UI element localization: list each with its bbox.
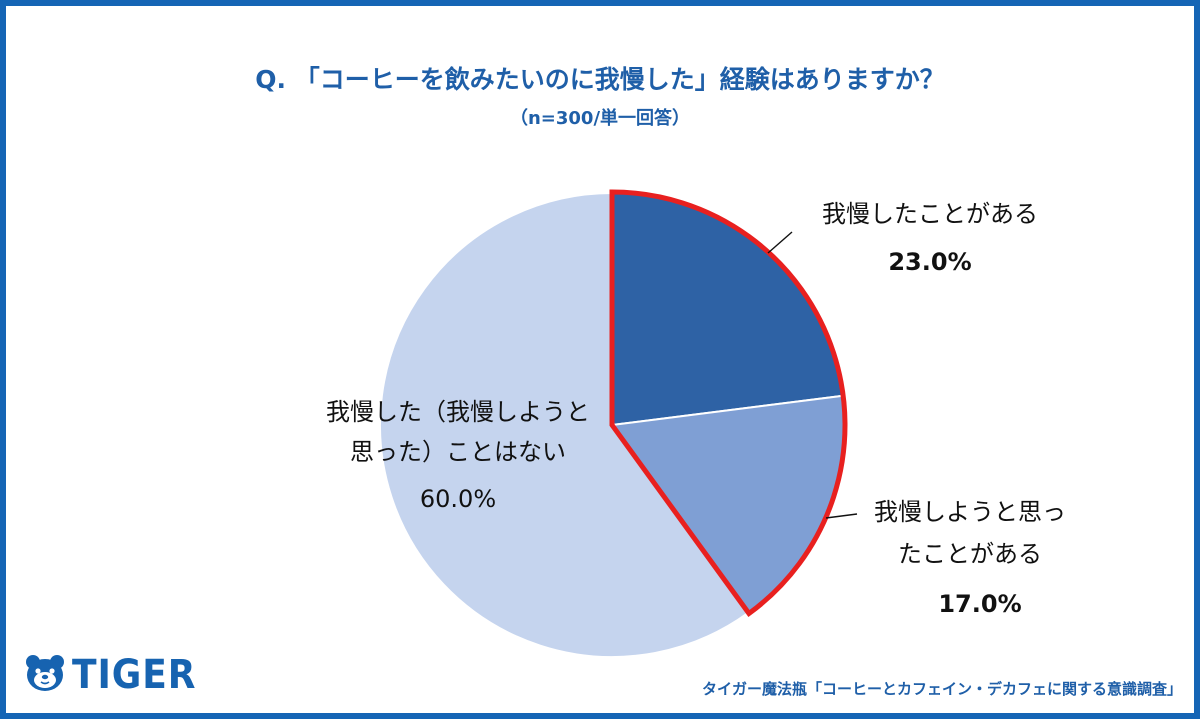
slice-2-label-line-1: 我慢しようと思っ [874,498,1066,526]
chart-subtitle: （n=300/単一回答） [509,108,691,129]
highlight-outline-path [609,189,848,617]
slice-2-label-line-2: たことがある [898,540,1042,568]
slice-3-label-line-2: 思った）ことはない [350,438,566,466]
slice-1-leader-line [767,231,793,254]
slice-3-label-line-1: 我慢した（我慢しようと [326,398,590,426]
tiger-logo: TIGER [24,652,210,698]
slice-2-leader-line [825,513,858,519]
slice-1-label-line-1: 我慢したことがある [822,200,1038,228]
tiger-face-icon [24,653,66,697]
leader-lines [767,231,858,519]
slice-1-value-label: 23.0% [888,248,971,276]
slice-3-value-label: 60.0% [420,485,496,513]
highlight-outline [609,189,848,617]
brand-name: TIGER [72,652,197,698]
pie-slice-1 [611,191,844,427]
chart-title: Q. 「コーヒーを飲みたいのに我慢した」経験はありますか？ [255,65,945,94]
source-caption: タイガー魔法瓶「コーヒーとカフェイン・デカフェに関する意識調査」 [701,680,1182,698]
pie-slice-3 [379,191,750,658]
slice-2-value-label: 17.0% [938,590,1021,618]
